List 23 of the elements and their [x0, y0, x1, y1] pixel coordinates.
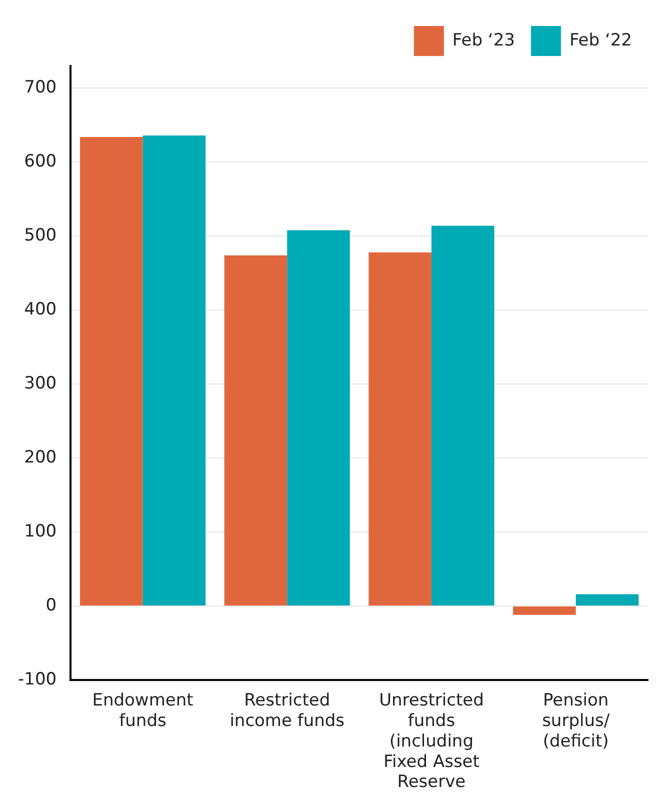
bar — [368, 252, 432, 606]
y-tick-label: 600 — [24, 152, 57, 172]
bar — [80, 137, 143, 606]
x-tick-label: Restricted income funds — [230, 690, 345, 732]
y-tick-label: 500 — [24, 226, 57, 246]
bar — [224, 255, 288, 606]
y-tick-label: 700 — [24, 78, 57, 98]
x-tick-label: Endowment funds — [92, 690, 194, 732]
y-tick-label: 0 — [46, 595, 57, 616]
x-tick-label: Unrestricted funds (including Fixed Asset Reserve — [379, 690, 484, 792]
legend-label: Feb ‘23 — [452, 30, 515, 50]
y-tick-label: -100 — [18, 669, 57, 690]
legend-label: Feb ‘22 — [569, 30, 632, 50]
y-tick-label: 100 — [24, 521, 57, 542]
bar — [576, 594, 639, 606]
bar — [287, 230, 350, 606]
bar — [142, 136, 206, 606]
y-tick-label: 300 — [24, 374, 57, 394]
x-tick-label: Pension surplus/ (deficit) — [542, 690, 610, 752]
y-tick-label: 200 — [24, 447, 57, 468]
bar — [513, 606, 576, 615]
y-tick-label: 400 — [24, 300, 57, 320]
bar — [431, 226, 494, 606]
